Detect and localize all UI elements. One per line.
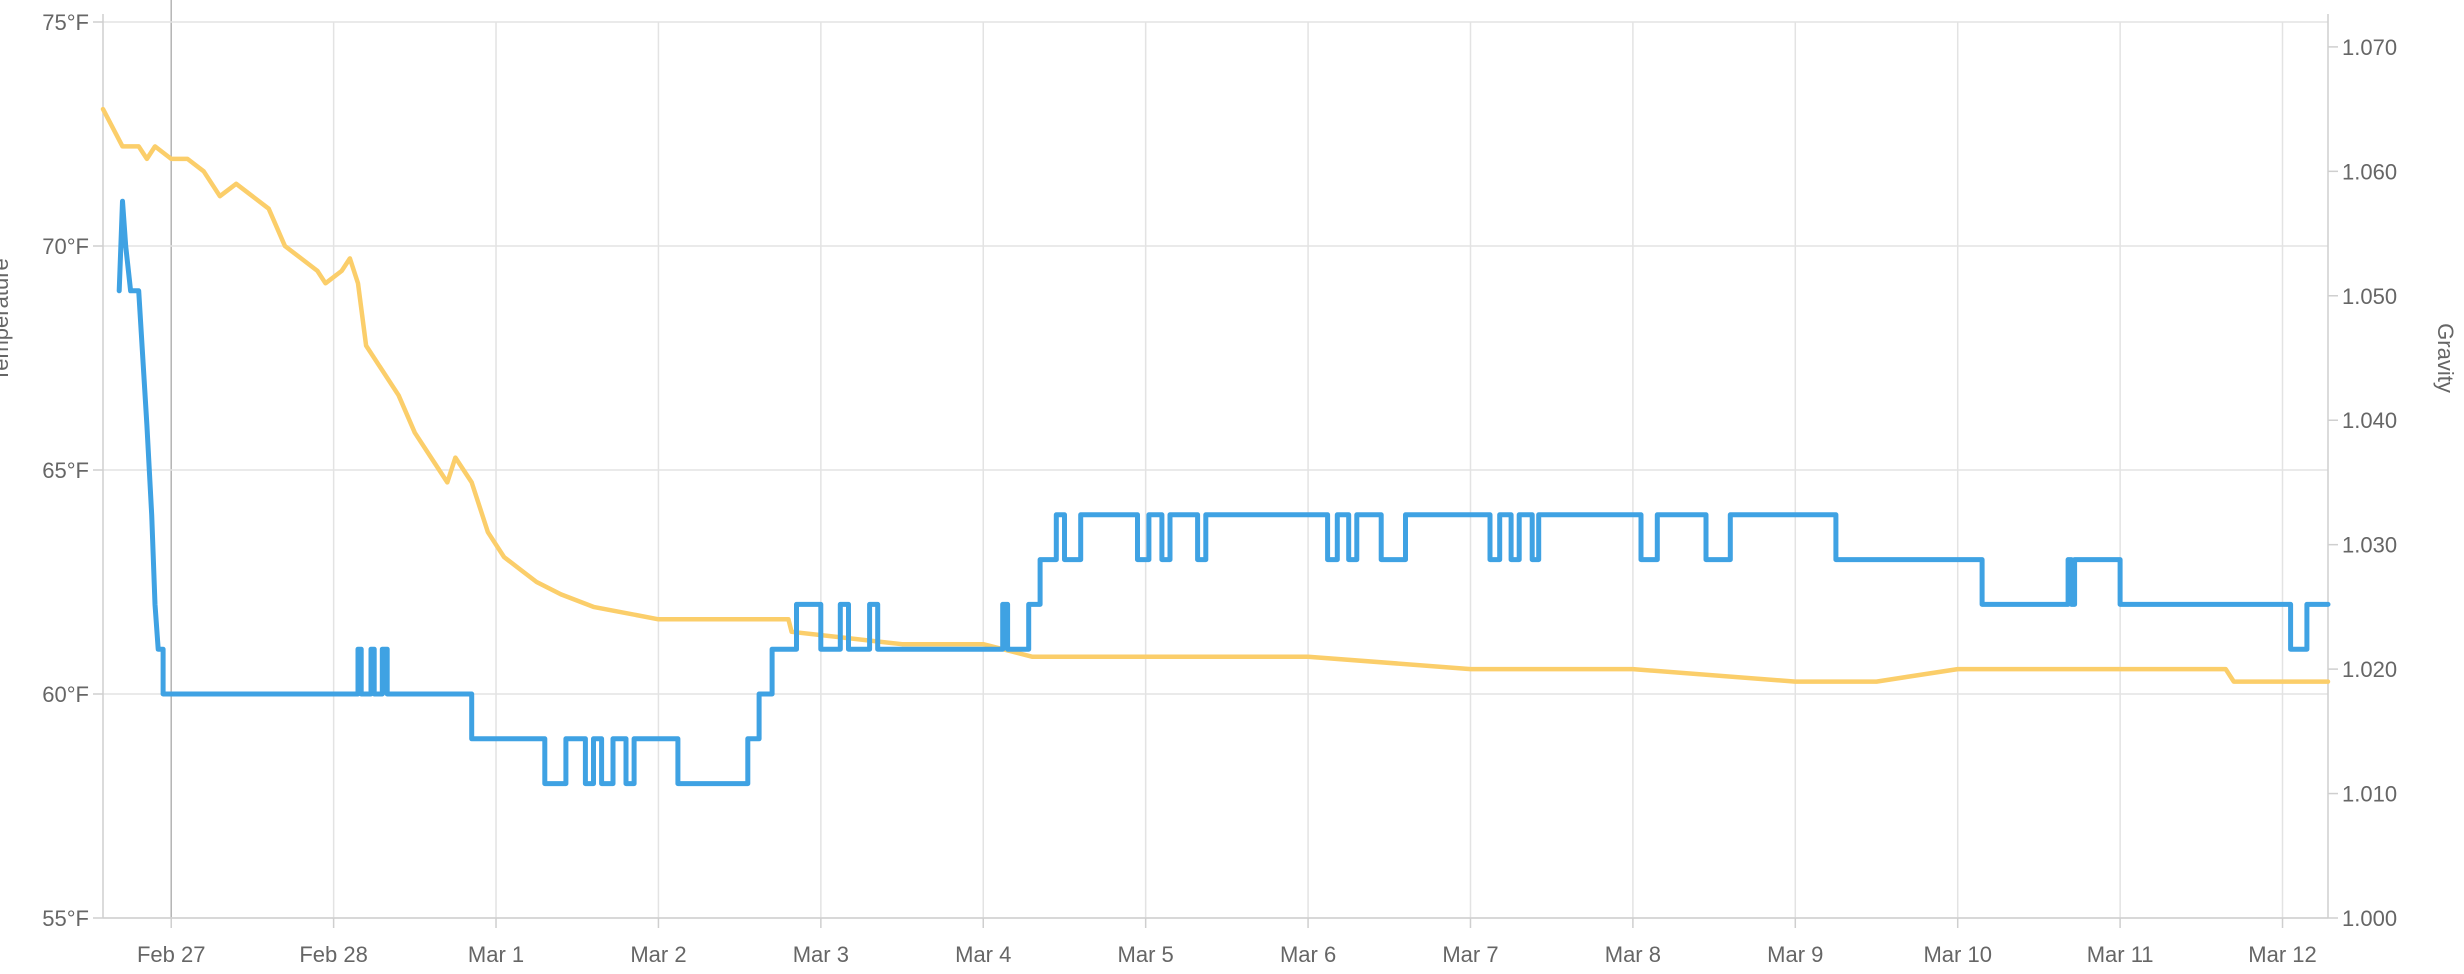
gravity-line (100, 106, 2331, 684)
x-tick-label: Mar 10 (1923, 942, 1991, 967)
x-tick-label: Feb 28 (299, 942, 368, 967)
x-tick-label: Mar 12 (2248, 942, 2316, 967)
y-tick-label-left: 70°F (42, 234, 89, 259)
x-tick-label: Mar 6 (1280, 942, 1336, 967)
y-tick-label-right: 1.050 (2342, 284, 2397, 309)
y-axis-title-right: Gravity (2433, 323, 2458, 393)
y-tick-label-left: 75°F (42, 10, 89, 35)
x-tick-label: Mar 9 (1767, 942, 1823, 967)
y-tick-label-right: 1.040 (2342, 408, 2397, 433)
y-tick-label-right: 1.060 (2342, 159, 2397, 184)
tick-labels: Feb 27 Feb 28 Mar 1 Mar 2 Mar 3 Mar 4 Mar 5 Mar… (42, 10, 2397, 967)
y-tick-label-right: 1.010 (2342, 782, 2397, 807)
series-lines (100, 106, 2331, 787)
axes (93, 14, 2338, 928)
y-tick-label-right: 1.000 (2342, 906, 2397, 931)
y-tick-label-right: 1.070 (2342, 35, 2397, 60)
temperature-line (116, 198, 2331, 787)
y-tick-label-left: 60°F (42, 682, 89, 707)
x-tick-label: Mar 1 (468, 942, 524, 967)
x-tick-label: Mar 11 (2087, 942, 2154, 967)
x-tick-label: Mar 8 (1605, 942, 1661, 967)
x-tick-label: Feb 27 (137, 942, 206, 967)
x-tick-label: Mar 5 (1118, 942, 1174, 967)
x-tick-label: Mar 3 (793, 942, 849, 967)
y-tick-label-left: 65°F (42, 458, 89, 483)
x-tick-label: Mar 4 (955, 942, 1011, 967)
x-tick-label: Mar 7 (1442, 942, 1498, 967)
y-tick-label-right: 1.020 (2342, 657, 2397, 682)
grid-lines (103, 0, 2328, 919)
y-tick-label-left: 55°F (42, 906, 89, 931)
y-tick-label-right: 1.030 (2342, 533, 2397, 558)
y-axis-title-left: Temperature (0, 258, 13, 382)
x-tick-label: Mar 2 (630, 942, 686, 967)
